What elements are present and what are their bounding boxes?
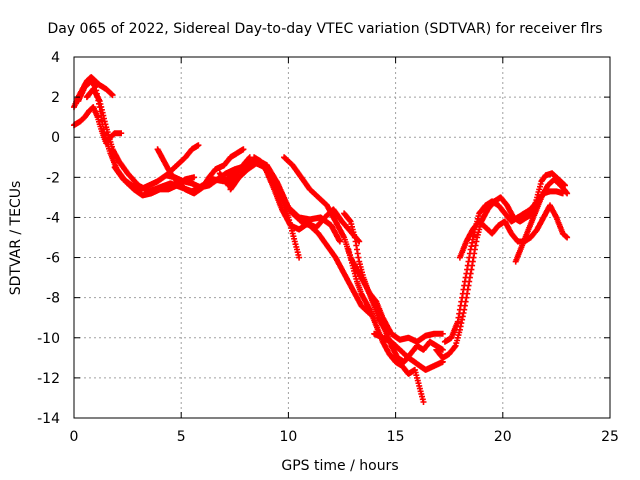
x-tick-label: 20 [494, 429, 512, 445]
x-tick-label: 5 [177, 429, 186, 445]
x-tick-label: 25 [601, 429, 619, 445]
y-tick-label: 2 [51, 90, 60, 106]
x-axis-label: GPS time / hours [281, 458, 398, 474]
data-series [71, 74, 571, 405]
y-tick-label: -4 [46, 210, 60, 226]
data-markers [371, 330, 446, 373]
data-track [456, 202, 571, 261]
data-track [154, 146, 247, 197]
data-track [371, 330, 446, 373]
y-tick-label: -2 [46, 170, 60, 186]
x-tick-label: 0 [70, 429, 79, 445]
data-markers [512, 176, 571, 265]
axis-ticks: 0 5 10 15 20 25 -14 -12 -10 -8 -6 -4 -2 0 2 4 [37, 50, 619, 445]
y-tick-label: 4 [51, 50, 60, 66]
y-axis-label: SDTVAR / TECUs [8, 181, 24, 296]
chart-title: Day 065 of 2022, Sidereal Day-to-day VTE… [47, 21, 602, 37]
data-markers [154, 146, 247, 197]
data-markers [456, 202, 571, 261]
plot-frame [73, 56, 611, 419]
x-tick-label: 15 [387, 429, 405, 445]
y-tick-label: -6 [46, 251, 60, 267]
y-tick-label: -14 [37, 411, 60, 427]
data-track [251, 154, 373, 317]
y-tick-label: -10 [37, 331, 60, 347]
data-markers [165, 142, 202, 177]
y-tick-label: -12 [37, 371, 60, 387]
y-tick-label: -8 [46, 291, 60, 307]
x-tick-label: 10 [279, 429, 297, 445]
data-track [512, 176, 571, 265]
data-markers [251, 154, 373, 317]
data-track [165, 142, 202, 177]
y-tick-label: 0 [51, 130, 60, 146]
